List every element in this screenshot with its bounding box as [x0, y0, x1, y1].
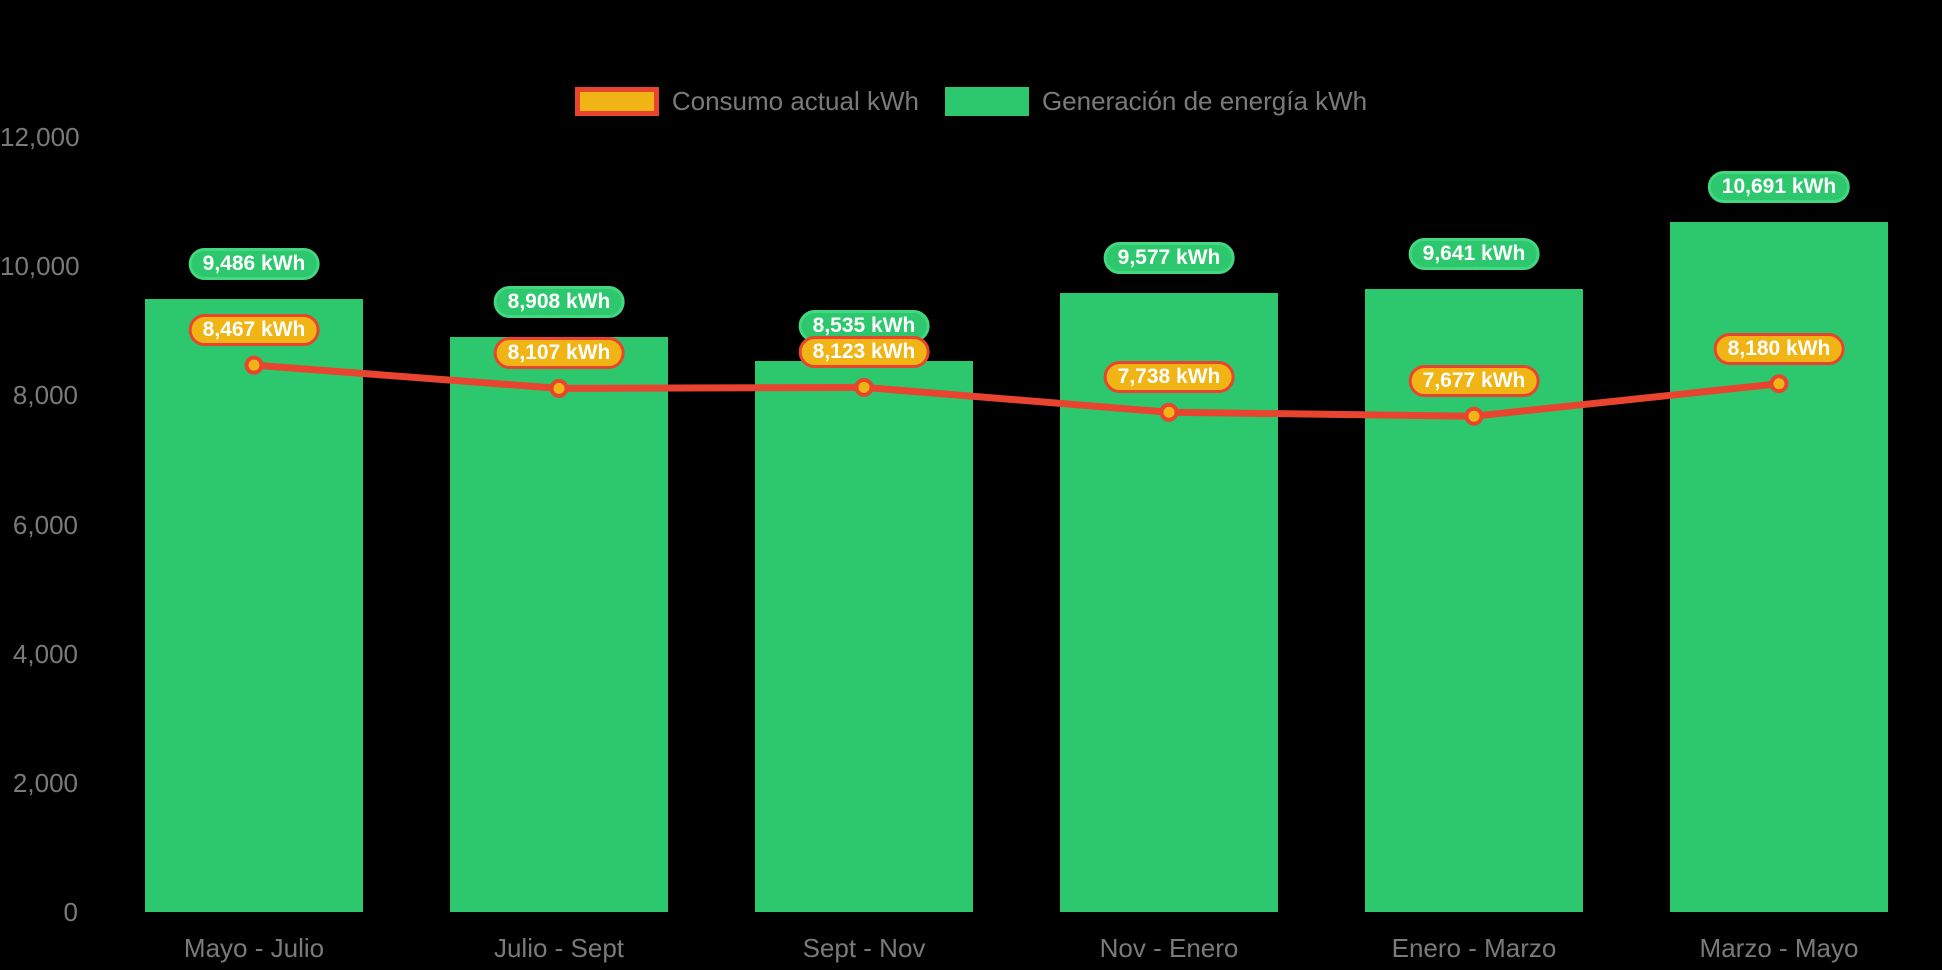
consumo-point[interactable]: [1464, 406, 1484, 426]
generacion-value-pill: 10,691 kWh: [1707, 170, 1851, 203]
legend: Consumo actual kWh Generación de energía…: [0, 86, 1942, 117]
y-axis-tick-label: 2,000: [12, 767, 78, 798]
legend-label-generacion: Generación de energía kWh: [1041, 86, 1368, 116]
consumo-swatch-icon: [574, 87, 659, 116]
generacion-bar[interactable]: [145, 299, 363, 912]
y-axis-tick-label: 12,000: [0, 122, 80, 152]
legend-item-consumo[interactable]: Consumo actual kWh: [574, 86, 919, 117]
y-axis-tick-label: 8,000: [12, 380, 78, 411]
y-axis-tick-label: 10,000: [0, 251, 80, 282]
consumo-point[interactable]: [244, 355, 264, 375]
y-axis-tick-label: 4,000: [12, 638, 78, 669]
consumo-point[interactable]: [854, 377, 874, 397]
generacion-bar[interactable]: [1060, 293, 1278, 912]
x-axis-label: Mayo - Julio: [183, 933, 325, 963]
y-axis-tick-label: 0: [63, 897, 78, 927]
legend-item-generacion[interactable]: Generación de energía kWh: [944, 86, 1368, 117]
consumo-value-pill: 8,467 kWh: [188, 314, 320, 347]
consumo-point[interactable]: [1159, 402, 1179, 422]
consumo-point[interactable]: [1769, 374, 1789, 394]
x-axis-label: Enero - Marzo: [1391, 933, 1557, 963]
x-axis-label: Nov - Enero: [1099, 933, 1239, 963]
generacion-value-pill: 9,641 kWh: [1408, 238, 1540, 271]
x-axis-label: Julio - Sept: [493, 933, 625, 963]
generacion-bar[interactable]: [450, 336, 668, 912]
consumo-value-pill: 8,107 kWh: [493, 337, 625, 370]
consumo-value-pill: 7,677 kWh: [1408, 365, 1540, 398]
x-axis-label: Sept - Nov: [802, 933, 926, 963]
generacion-value-pill: 9,486 kWh: [188, 248, 320, 281]
generacion-bar[interactable]: [755, 360, 973, 912]
generacion-value-pill: 8,908 kWh: [493, 285, 625, 318]
x-axis-label: Marzo - Mayo: [1699, 933, 1859, 963]
consumo-value-pill: 8,123 kWh: [798, 336, 930, 369]
consumo-point[interactable]: [549, 378, 569, 398]
generacion-swatch-icon: [944, 87, 1029, 116]
legend-label-consumo: Consumo actual kWh: [671, 86, 919, 116]
generacion-value-pill: 9,577 kWh: [1103, 242, 1235, 275]
consumo-value-pill: 7,738 kWh: [1103, 361, 1235, 394]
consumo-value-pill: 8,180 kWh: [1713, 332, 1845, 365]
y-axis-tick-label: 6,000: [12, 509, 78, 540]
